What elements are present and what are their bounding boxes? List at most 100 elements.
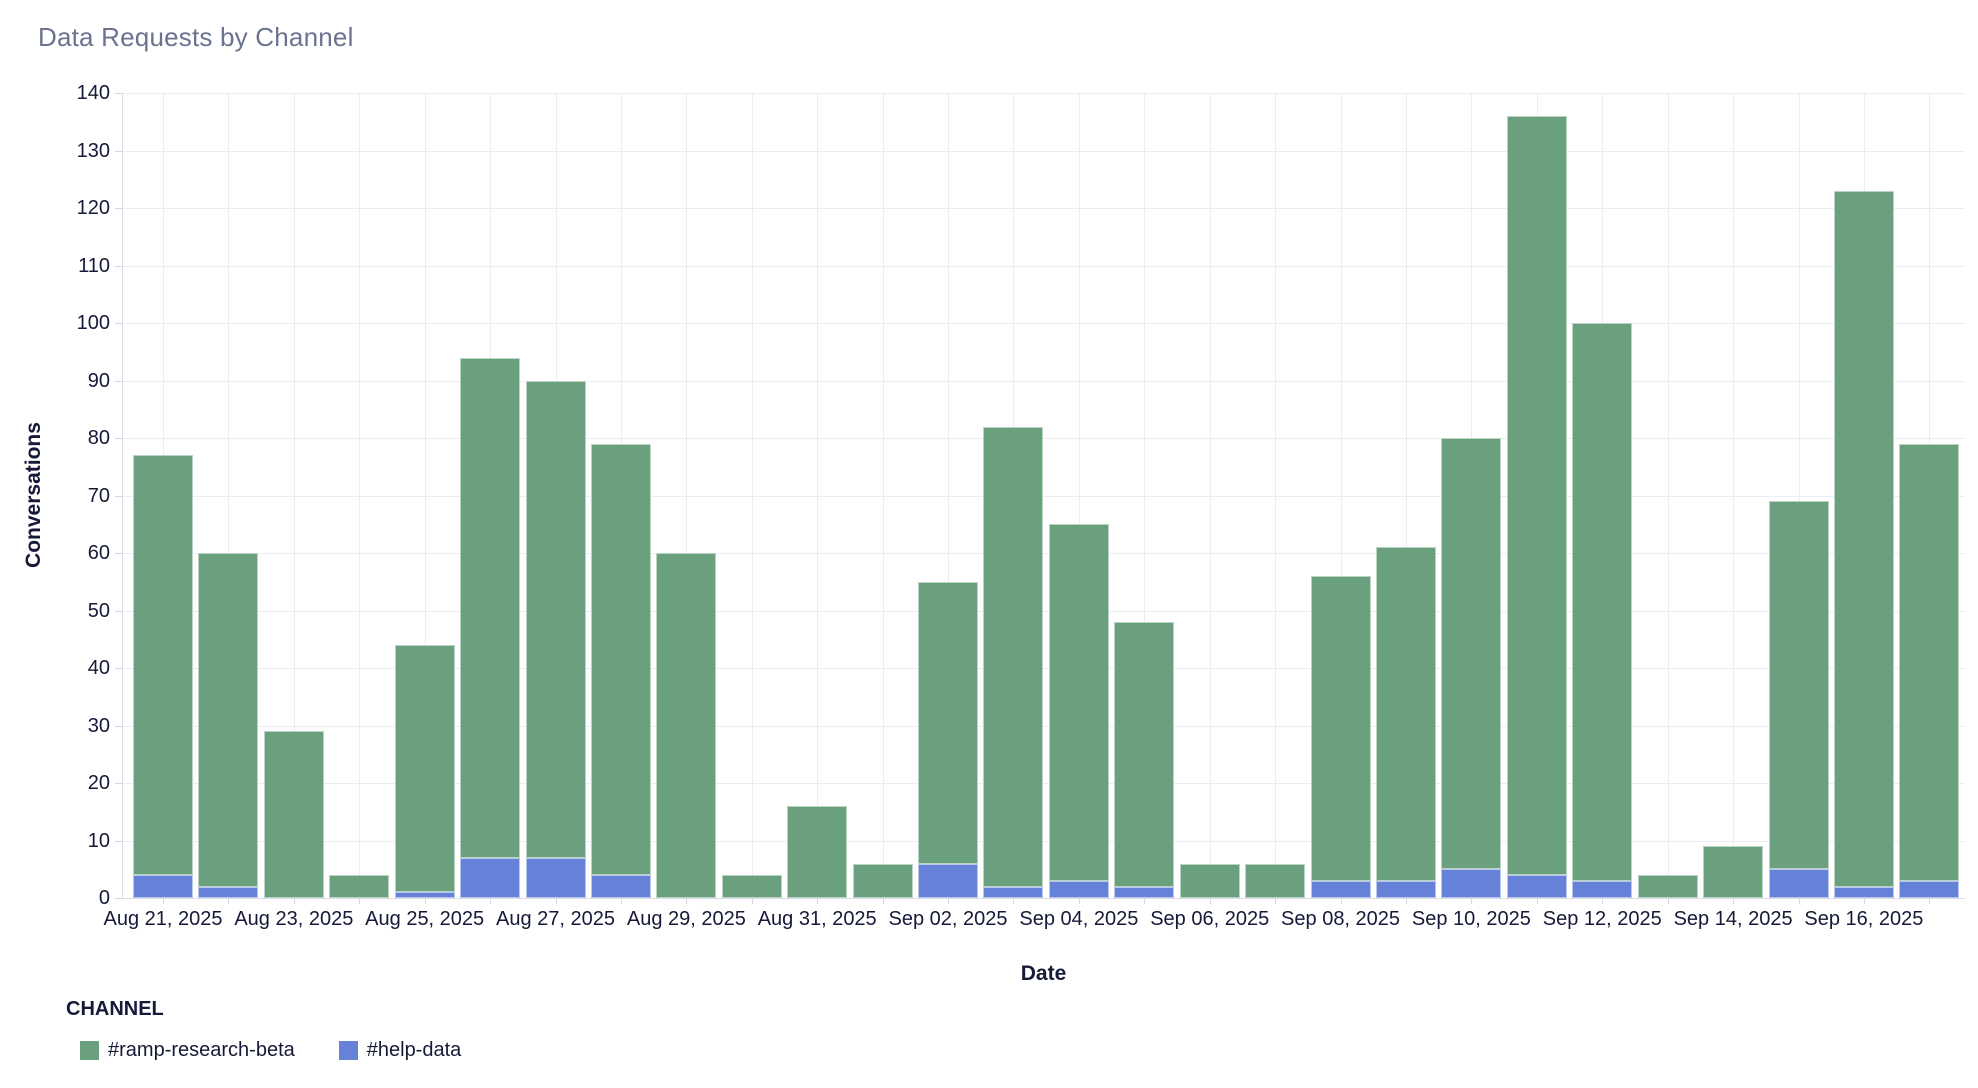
x-tick-mark [163, 898, 164, 904]
y-gridline [122, 668, 1965, 669]
legend-item: #help-data [338, 1039, 462, 1062]
legend-label: #ramp-research-beta [108, 1039, 295, 1061]
x-tick-mark [228, 898, 230, 904]
legend-swatch-icon [338, 1041, 358, 1060]
bar-segment--help-data [983, 886, 1044, 898]
y-gridline [122, 438, 1965, 439]
x-tick-mark [1733, 898, 1735, 904]
x-gridline [293, 93, 295, 898]
bar-segment--help-data [590, 875, 651, 898]
y-tick-label: 60 [87, 542, 110, 564]
y-gridline [122, 208, 1965, 209]
x-tick-mark [359, 898, 361, 904]
y-tick-label: 40 [87, 657, 110, 679]
y-tick-label: 0 [98, 887, 110, 909]
y-tick-label: 80 [87, 427, 110, 449]
y-gridline [122, 610, 1965, 612]
y-tick-mark [115, 208, 122, 209]
bar-segment--ramp-research-beta [590, 443, 651, 875]
x-tick-mark [1078, 898, 1080, 904]
x-gridline [1798, 93, 1800, 898]
x-tick-label: Sep 10, 2025 [1411, 908, 1531, 930]
x-tick-mark [948, 898, 950, 904]
x-tick-mark [1471, 898, 1473, 904]
x-gridline [817, 93, 819, 898]
x-tick-label: Sep 02, 2025 [888, 908, 1008, 930]
x-tick-mark [1536, 898, 1538, 904]
x-tick-mark [293, 898, 295, 904]
bar-segment--help-data [1506, 875, 1567, 898]
x-tick-mark [1275, 898, 1277, 904]
x-gridline [1340, 93, 1342, 898]
bar-segment--help-data [1310, 880, 1371, 898]
y-gridline [122, 553, 1965, 554]
bar-segment--help-data [1899, 880, 1960, 898]
x-gridline [1078, 93, 1080, 898]
x-gridline [1667, 93, 1669, 898]
x-tick-mark [1013, 898, 1015, 904]
bar-segment--ramp-research-beta [983, 426, 1044, 887]
bar-segment--ramp-research-beta [1245, 863, 1306, 898]
bar-segment--ramp-research-beta [1768, 501, 1829, 870]
bar-segment--help-data [460, 857, 521, 898]
y-tick-mark [115, 323, 122, 324]
bar-segment--ramp-research-beta [1703, 846, 1764, 898]
y-gridline [122, 150, 1965, 152]
x-gridline [948, 93, 950, 898]
bar-segment--ramp-research-beta [329, 875, 390, 898]
legend-title: CHANNEL [66, 998, 164, 1020]
bar-segment--ramp-research-beta [656, 553, 717, 898]
x-tick-mark [817, 898, 819, 904]
bar-segment--ramp-research-beta [525, 380, 586, 858]
x-tick-label: Sep 12, 2025 [1542, 908, 1662, 930]
x-tick-mark [620, 898, 622, 904]
bar-segment--ramp-research-beta [1048, 524, 1109, 881]
bar-segment--help-data [1114, 886, 1175, 898]
x-tick-label: Aug 27, 2025 [496, 908, 616, 930]
bar-segment--help-data [1048, 880, 1109, 898]
x-tick-label: Aug 21, 2025 [103, 908, 223, 930]
x-tick-label: Sep 14, 2025 [1673, 908, 1793, 930]
y-tick-mark [115, 553, 122, 554]
y-tick-label: 20 [87, 772, 110, 794]
y-tick-label: 30 [87, 714, 110, 737]
legend-label: #help-data [366, 1039, 462, 1061]
x-tick-mark [1863, 898, 1865, 904]
x-tick-mark [1667, 898, 1669, 904]
x-tick-label: Aug 29, 2025 [626, 908, 746, 930]
y-tick-label: 140 [76, 82, 110, 104]
y-tick-label: 90 [87, 369, 110, 392]
bar-segment--help-data [198, 886, 259, 898]
bar-segment--ramp-research-beta [394, 645, 455, 893]
x-tick-label: Sep 06, 2025 [1150, 908, 1270, 930]
y-gridline [122, 265, 1965, 267]
x-gridline [359, 93, 361, 898]
bar-segment--ramp-research-beta [1179, 863, 1240, 898]
y-tick-mark [115, 93, 122, 94]
bar-segment--help-data [1441, 869, 1502, 898]
bar-segment--help-data [1375, 880, 1436, 898]
bar-segment--ramp-research-beta [1833, 190, 1894, 887]
x-tick-mark [1798, 898, 1800, 904]
x-tick-mark [1340, 898, 1342, 904]
x-gridline [424, 93, 426, 898]
y-tick-mark [115, 725, 122, 727]
x-tick-label: Sep 08, 2025 [1281, 908, 1401, 930]
bar-segment--ramp-research-beta [1375, 547, 1436, 881]
x-tick-label: Aug 23, 2025 [234, 908, 354, 930]
x-gridline [228, 93, 230, 898]
bar-segment--ramp-research-beta [1114, 622, 1175, 887]
y-tick-mark [115, 783, 122, 784]
y-tick-mark [115, 438, 122, 439]
bar-segment--ramp-research-beta [1572, 323, 1633, 881]
bar-segment--ramp-research-beta [133, 455, 193, 875]
x-gridline [686, 93, 688, 898]
y-tick-mark [115, 898, 122, 899]
x-gridline [1405, 93, 1407, 898]
x-gridline [1209, 93, 1211, 898]
x-tick-mark [751, 898, 753, 904]
y-tick-label: 130 [76, 139, 110, 162]
x-tick-label: Sep 04, 2025 [1019, 908, 1139, 930]
y-tick-mark [115, 495, 122, 497]
